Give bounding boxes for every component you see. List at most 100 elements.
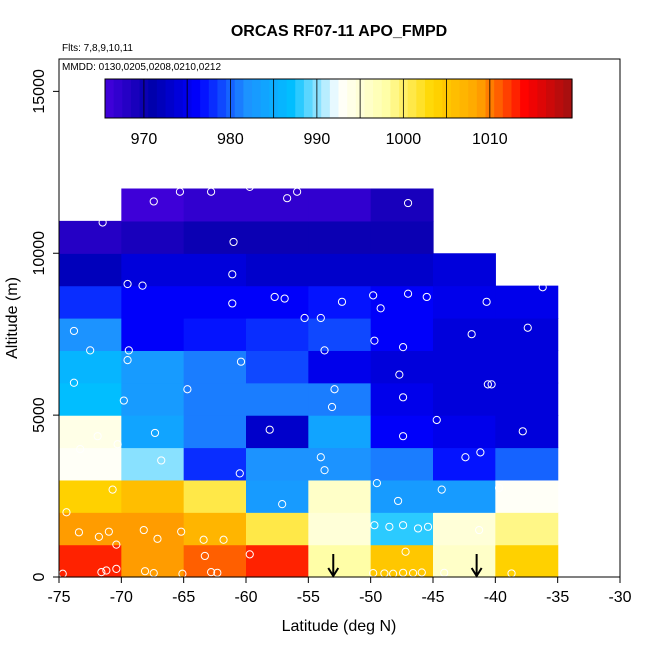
sample-point: [403, 198, 413, 208]
colorbar-swatch: [260, 79, 270, 118]
sample-point: [74, 528, 84, 537]
heatmap-cell: [433, 447, 496, 481]
sample-point: [330, 385, 339, 394]
x-tick-label: -45: [421, 589, 444, 606]
heatmap-cell: [246, 318, 309, 351]
heatmap-cell: [308, 479, 372, 513]
colorbar-swatch: [476, 79, 487, 118]
sample-point: [280, 294, 289, 303]
sample-point: [320, 346, 329, 355]
sample-point: [487, 380, 496, 389]
sample-point: [265, 425, 274, 434]
heatmap-cell: [495, 479, 559, 513]
heatmap-cell: [121, 512, 185, 546]
heatmap-cell: [246, 479, 309, 513]
heatmap-cell: [246, 188, 309, 222]
sample-point: [206, 568, 216, 577]
colorbar-tick-label: 1000: [386, 131, 422, 148]
x-axis: -75 -70 -65 -60 -55 -50 -45 -40 -35 -30: [47, 577, 632, 606]
x-tick-label: -30: [608, 589, 631, 606]
colorbar-swatch: [364, 79, 374, 118]
colorbar-swatch: [321, 79, 331, 118]
heatmap-cell: [121, 350, 185, 384]
colorbar-swatch: [329, 79, 340, 118]
heatmap-cell: [246, 220, 309, 254]
sample-point: [403, 289, 413, 298]
sample-point: [398, 568, 408, 577]
heatmap-cell: [183, 220, 247, 254]
sample-point: [229, 237, 238, 247]
heatmap-cell: [495, 318, 559, 351]
x-tick-label: -65: [172, 589, 195, 606]
colorbar-swatch: [252, 79, 262, 118]
x-tick-label: -75: [47, 589, 70, 606]
heatmap-cell: [246, 285, 309, 319]
heatmap-cell: [246, 544, 309, 578]
heatmap-cell: [183, 285, 247, 319]
heatmap-cell: [246, 447, 309, 481]
heatmap-cell: [121, 318, 185, 351]
sample-point: [139, 525, 148, 535]
sample-point: [113, 440, 122, 449]
heatmap-cell: [433, 479, 496, 513]
heatmap-cell: [308, 285, 372, 319]
sample-point: [316, 313, 325, 323]
heatmap-cell: [433, 285, 496, 319]
heatmap-cell: [183, 350, 247, 384]
sample-point: [112, 540, 121, 549]
heatmap-cell: [246, 350, 309, 384]
x-tick-label: -50: [359, 589, 382, 606]
sample-point: [149, 197, 158, 206]
heatmap-cell: [59, 415, 122, 449]
y-axis: 0 5000 10000 15000: [31, 69, 59, 581]
sample-point: [278, 500, 287, 509]
sample-point: [140, 567, 150, 576]
sample-point: [423, 522, 433, 531]
sample-point: [124, 346, 133, 355]
heatmap-cell: [183, 415, 247, 449]
sample-point: [475, 525, 484, 535]
y-tick-label: 10000: [31, 231, 48, 276]
heatmap-cell: [246, 415, 309, 449]
sample-point: [437, 485, 446, 494]
colorbar-tick-label: 980: [217, 131, 244, 148]
sample-point: [235, 469, 244, 478]
colorbar-swatch: [424, 79, 435, 118]
x-tick-label: -70: [110, 589, 133, 606]
sample-point: [123, 355, 132, 365]
heatmap-cell: [183, 188, 247, 222]
sample-point: [395, 370, 404, 379]
x-tick-label: -40: [484, 589, 507, 606]
heatmap-cell: [308, 318, 372, 351]
heatmap-cell: [433, 318, 496, 351]
heatmap-cell: [183, 512, 247, 546]
dates-annotation: MMDD: 0130,0205,0208,0210,0212: [62, 62, 221, 73]
heatmap-cell: [495, 544, 559, 578]
heatmap-cell: [121, 544, 185, 578]
heatmap-cell: [308, 350, 372, 384]
sample-point: [69, 378, 79, 387]
sample-point: [372, 479, 381, 488]
colorbar-swatch: [286, 79, 296, 118]
heatmap-cell: [370, 479, 434, 513]
heatmap-cell: [121, 220, 185, 254]
y-tick-label: 15000: [31, 69, 48, 114]
heatmap-cell: [121, 479, 185, 513]
sample-point: [104, 527, 113, 536]
sample-point: [183, 385, 192, 394]
colorbar-swatch: [234, 79, 244, 118]
colorbar-swatch: [208, 79, 219, 118]
sample-point: [177, 527, 186, 536]
sample-point: [153, 534, 162, 543]
sample-point: [175, 187, 185, 196]
colorbar-tick-label: 1010: [472, 131, 508, 148]
heatmap-cell: [121, 382, 185, 416]
sample-point: [69, 326, 79, 336]
flight-markers: [327, 554, 483, 578]
sample-point: [337, 297, 347, 306]
plot-frame: [58, 58, 621, 578]
sample-point: [398, 393, 408, 402]
sample-point: [245, 182, 254, 191]
colorbar-swatch: [511, 79, 521, 118]
sample-point: [293, 187, 302, 196]
